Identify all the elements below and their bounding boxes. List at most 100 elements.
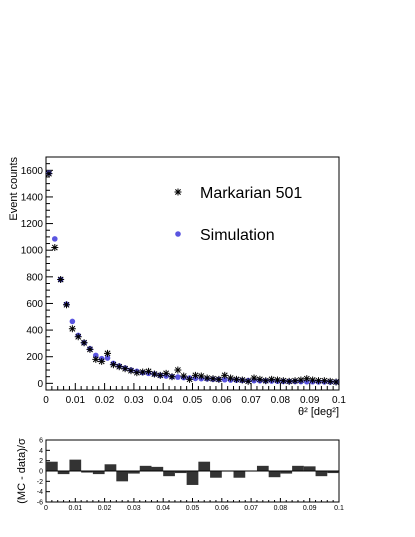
markarian-501-point [273, 376, 281, 384]
residual-bar [163, 471, 175, 477]
markarian-501-point [150, 370, 158, 378]
main-y-tick-label: 0 [37, 379, 43, 390]
residual-y-axis: -6 -4 -2 0 2 4 6 [37, 438, 50, 507]
residual-bar [139, 465, 152, 471]
residual-y-tick-label: -4 [37, 489, 43, 496]
main-x-axis-title: θ² [deg²] [298, 406, 339, 418]
markarian-501-point [63, 301, 71, 309]
residual-bar [128, 471, 140, 474]
markarian-501-point [227, 374, 235, 382]
main-x-tick-label: 0.08 [271, 395, 291, 406]
markarian-501-point [121, 365, 129, 373]
markarian-501-point [127, 367, 135, 375]
residual-bar [116, 471, 129, 482]
residual-bar [69, 459, 82, 471]
residual-bar [57, 471, 70, 475]
residual-y-tick-label: -2 [37, 479, 43, 486]
main-y-tick-label: 800 [26, 272, 43, 283]
residual-bar [303, 466, 316, 471]
markarian-501-point [291, 377, 299, 385]
main-y-tick-label: 1400 [21, 192, 44, 203]
legend: Markarian 501 Simulation [174, 185, 302, 244]
markarian-501-point [104, 349, 112, 357]
main-x-tick-label: 0.09 [300, 395, 320, 406]
residual-x-axis: 0 0.01 0.02 0.03 0.04 0.05 0.06 0.07 0.08 0.09 0.1 [44, 498, 344, 512]
markarian-501-point [197, 372, 205, 380]
main-x-tick-label: 0.04 [153, 395, 173, 406]
markarian-501-point [326, 377, 334, 385]
markarian-501-point [297, 376, 305, 384]
markarian-501-point [309, 376, 317, 384]
markarian-501-point [314, 377, 322, 385]
markarian-501-point [262, 377, 270, 385]
markarian-501-point [279, 377, 287, 385]
markarian-501-point [238, 376, 246, 384]
simulation-point [93, 352, 99, 359]
main-x-tick-label: 0.07 [241, 395, 261, 406]
residual-x-tick-label: 0 [44, 505, 48, 512]
markarian-501-point [115, 363, 123, 371]
residual-bars [46, 459, 339, 485]
markarian-501-point [250, 374, 258, 382]
markarian-501-point [303, 375, 311, 383]
markarian-501-point [232, 375, 240, 383]
simulation-point [175, 374, 181, 380]
main-y-tick-label: 1600 [21, 166, 44, 177]
markarian-501-point [256, 375, 264, 383]
residual-x-tick-label: 0.06 [215, 505, 229, 512]
markarian-501-point [332, 378, 340, 386]
main-x-tick-label: 0.01 [66, 395, 86, 406]
residual-y-tick-label: 6 [39, 438, 43, 445]
residual-bar [327, 471, 339, 474]
residual-x-tick-label: 0.05 [186, 505, 200, 512]
main-x-tick-label: 0.06 [212, 395, 232, 406]
main-y-axis: 0 200 400 600 800 1000 1200 1400 1600 [21, 163, 53, 390]
main-x-tick-label: 0.1 [332, 395, 346, 406]
residual-bar [210, 471, 222, 478]
residual-bar [104, 464, 117, 471]
markarian-501-point [80, 339, 88, 347]
simulation-point [104, 355, 111, 361]
residual-y-axis-title: (MC - data)/σ [16, 438, 28, 504]
markarian-501-point [133, 369, 141, 377]
markarian-501-point [320, 377, 328, 385]
markarian-501-series [45, 170, 340, 386]
main-y-tick-label: 1200 [21, 219, 44, 230]
markarian-501-point [180, 372, 188, 380]
markarian-501-point [68, 325, 76, 333]
main-y-tick-label: 200 [26, 352, 43, 363]
markarian-501-point [98, 357, 106, 365]
legend-label-simulation: Simulation [200, 227, 275, 244]
main-y-axis-title: Event counts [8, 157, 20, 221]
markarian-501-point [215, 375, 223, 383]
markarian-501-point [168, 373, 176, 381]
main-plot: 0 0.01 0.02 0.03 0.04 0.05 0.06 0.07 0.08 0.09 0.1… [8, 156, 346, 418]
residual-x-tick-label: 0.01 [68, 505, 82, 512]
main-x-tick-label: 0 [43, 395, 49, 406]
main-x-tick-label: 0.03 [124, 395, 144, 406]
markarian-501-point [74, 333, 82, 341]
residual-x-tick-label: 0.03 [127, 505, 141, 512]
main-y-tick-label: 400 [26, 326, 43, 337]
main-x-tick-label: 0.02 [95, 395, 115, 406]
residual-y-tick-label: 0 [39, 469, 43, 476]
residual-x-tick-label: 0.1 [334, 505, 344, 512]
markarian-501-point [139, 368, 147, 376]
residual-x-tick-label: 0.04 [156, 505, 170, 512]
residual-x-tick-label: 0.09 [303, 505, 317, 512]
simulation-point [69, 318, 76, 325]
residual-y-tick-label: 4 [39, 448, 43, 455]
markarian-501-point [156, 371, 164, 379]
main-y-tick-label: 600 [26, 299, 43, 310]
residual-y-tick-label: -6 [37, 500, 43, 507]
markarian-501-point [244, 377, 252, 385]
residual-x-tick-label: 0.08 [274, 505, 288, 512]
legend-marker-simulation [175, 231, 181, 237]
residual-bar [81, 471, 93, 473]
markarian-501-point [145, 367, 153, 375]
residual-bar [186, 471, 199, 485]
markarian-501-point [186, 375, 194, 383]
residual-bar [198, 461, 211, 471]
markarian-501-point [109, 361, 117, 369]
